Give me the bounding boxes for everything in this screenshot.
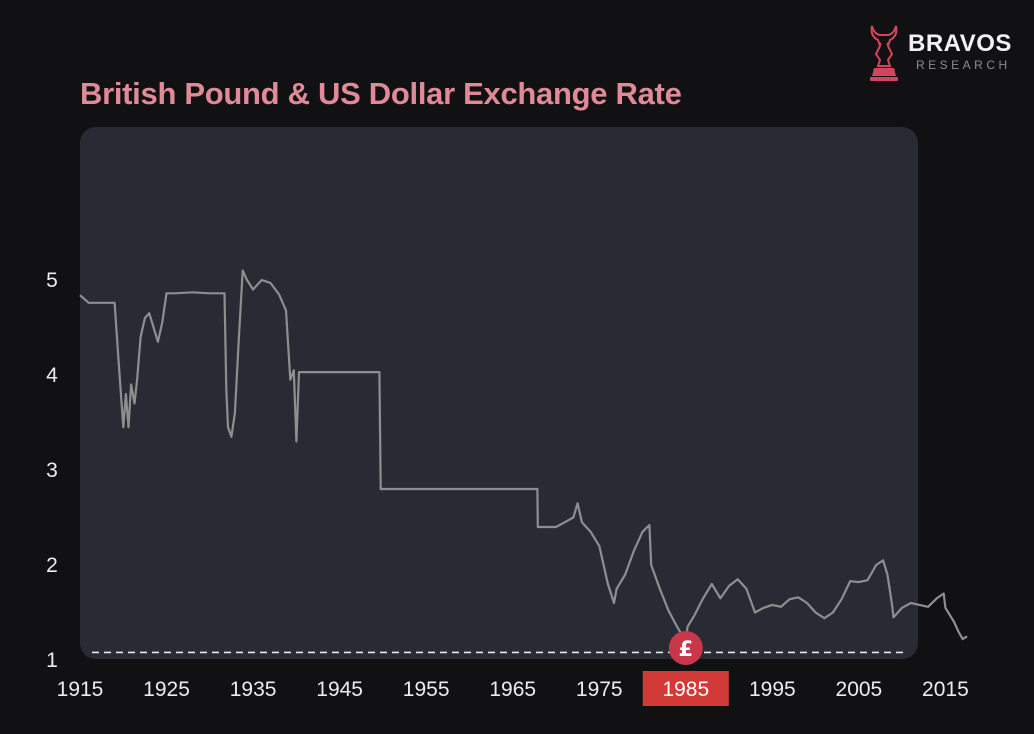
series-line-0 — [79, 269, 968, 643]
x-tick-label: 2005 — [836, 678, 883, 701]
x-tick-label: 1935 — [230, 678, 277, 701]
chart-title: British Pound & US Dollar Exchange Rate — [80, 76, 682, 111]
x-tick-label: 1975 — [576, 678, 623, 701]
pound-marker-label: £ — [678, 637, 693, 661]
x-tick-label: 1995 — [749, 678, 796, 701]
y-tick-label: 5 — [46, 269, 58, 292]
x-tick-label: 1925 — [143, 678, 190, 701]
y-tick-label: 1 — [46, 649, 58, 672]
brand-logo: BRAVOS RESEARCH — [866, 20, 1026, 84]
x-tick-label: 1915 — [57, 678, 104, 701]
x-tick-highlight — [642, 671, 729, 706]
bull-knight-logo-icon — [870, 25, 898, 81]
x-tick-label: 1945 — [316, 678, 363, 701]
x-tick-label: 1965 — [489, 678, 536, 701]
x-tick-label-highlighted: 1985 — [662, 678, 709, 701]
y-tick-label: 2 — [46, 554, 58, 577]
y-tick-label: 3 — [46, 459, 58, 482]
brand-name: BRAVOS — [908, 30, 1012, 57]
plot-area — [80, 127, 918, 659]
y-tick-label: 4 — [46, 364, 58, 387]
x-tick-label: 2015 — [922, 678, 969, 701]
x-tick-label: 1955 — [403, 678, 450, 701]
brand-subtitle: RESEARCH — [916, 58, 1011, 72]
pound-marker-icon — [668, 631, 703, 665]
